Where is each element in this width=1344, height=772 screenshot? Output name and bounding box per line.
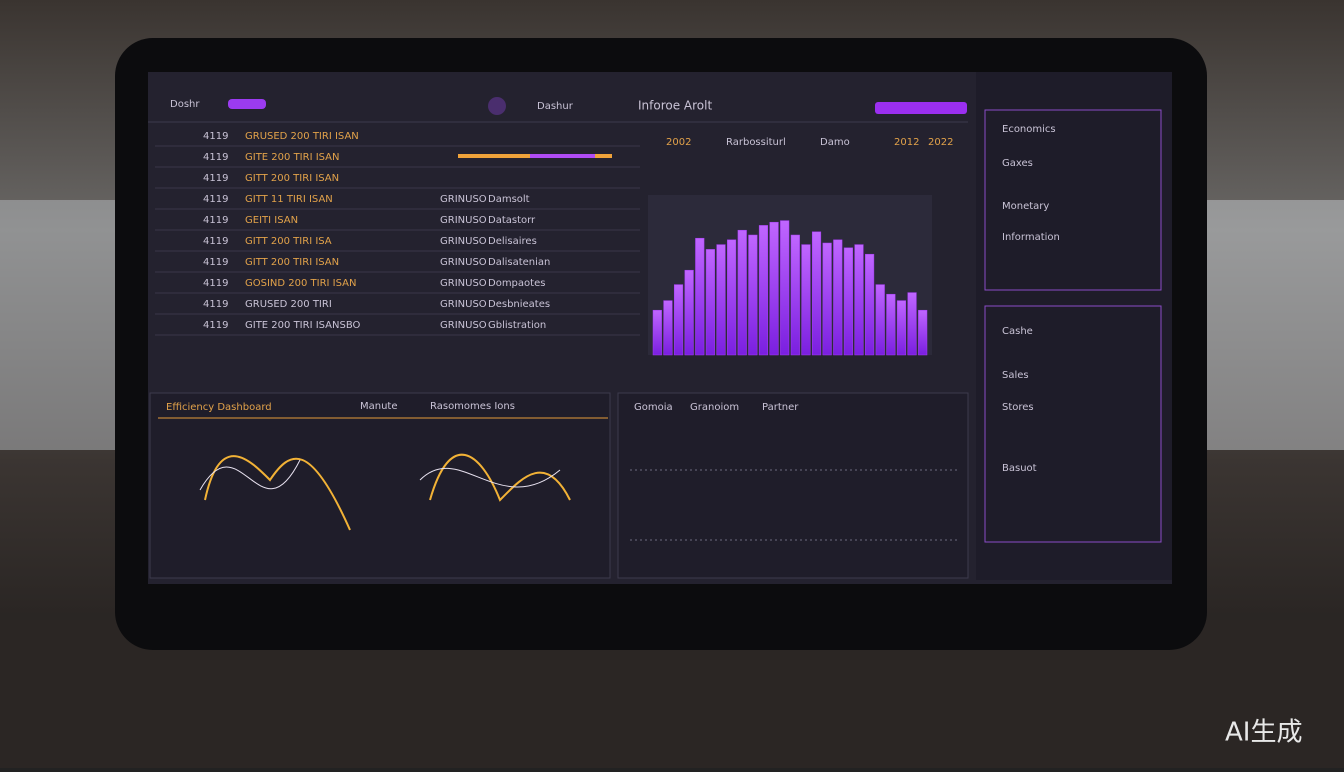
side-card [984,305,1162,543]
bar [822,242,832,356]
spikes [630,469,960,541]
bar [758,225,769,356]
bar [748,234,758,356]
table-cell: GRINUSO [440,215,487,226]
progress-bar [875,102,967,114]
title: Inforoe Arolt [638,99,712,113]
table-cell: Gblistration [488,320,546,331]
watermark: AI生成 [1225,718,1302,748]
title: Doshr [170,99,200,110]
stat: Rarbossiturl [726,137,786,148]
stat: 2002 [666,137,691,148]
table-cell: 4119 [203,257,228,268]
tab: Granoiom [690,402,739,413]
icon[interactable] [488,97,506,115]
bar [865,253,875,356]
table-cell: GOSIND 200 TIRI ISAN [245,278,356,289]
table-cell: GRINUSO [440,278,487,289]
table-cell: Dalisatenian [488,257,550,268]
bar [886,293,896,356]
table-cell: 4119 [203,236,228,247]
table-cell: GRINUSO [440,257,487,268]
table-cell: GRINUSO [440,236,487,247]
table-cell: 4119 [203,194,228,205]
side-item: Information [1002,232,1060,243]
table-cell: GEITI ISAN [245,215,298,226]
bar [769,221,779,356]
stat: 2012 [894,137,919,148]
table-cell: GRUSED 200 TIRI ISAN [245,131,359,142]
table-cell: 4119 [203,320,228,331]
bar [896,300,907,356]
wave [199,459,561,491]
side-item: Monetary [1002,201,1049,212]
bar [652,309,662,356]
table-cell: 4119 [203,173,228,184]
tab: Rasomomes Ions [430,401,515,412]
table-cell: Dompaotes [488,278,545,289]
bar [854,244,864,356]
bar [875,284,885,356]
bar [695,237,705,356]
side-item: Basuot [1002,463,1037,474]
stat: Damo [820,137,850,148]
lower-panel [149,392,611,579]
bar [833,239,843,356]
lower-panel [617,392,969,579]
table-cell: GITT 200 TIRI ISA [245,236,332,247]
bar [705,249,715,356]
table-cell: GRINUSO [440,320,487,331]
tab: Gomoia [634,402,673,413]
table-cell: Desbnieates [488,299,550,310]
table-cell: 4119 [203,278,228,289]
bar [684,269,694,356]
table-cell: Datastorr [488,215,536,226]
table-cell: 4119 [203,299,228,310]
side-item: Stores [1002,402,1034,413]
table-cell: GITE 200 TIRI ISAN [245,152,340,163]
bar [907,292,917,356]
table-cell: GITT 200 TIRI ISAN [245,257,339,268]
bar [663,300,673,356]
table-cell: GITT 11 TIRI ISAN [245,194,333,205]
bar [780,220,790,356]
side-item: Cashe [1002,326,1033,337]
panel-title: Partner [762,402,799,413]
texts: Doshr Dashur Inforoe Arolt Efficiency Da… [166,99,1302,748]
side-item: Gaxes [1002,158,1033,169]
tab: Manute [360,401,398,412]
table-cell: Delisaires [488,236,537,247]
side-card [984,109,1162,291]
table-cell: GRINUSO [440,299,487,310]
pill[interactable] [228,99,266,109]
side-panel [976,72,1172,580]
wave [204,453,571,531]
stat: 2022 [928,137,953,148]
bar [716,244,726,356]
window [0,200,115,450]
bar [727,239,737,356]
table-cell: 4119 [203,152,228,163]
window [1205,200,1344,450]
table-cell: GITT 200 TIRI ISAN [245,173,339,184]
side-item: Economics [1002,124,1056,135]
bar [811,231,822,356]
bar [673,284,684,356]
bar [843,247,853,356]
table-cell: 4119 [203,215,228,226]
table-cell: 4119 [203,131,228,142]
title: Dashur [537,101,574,112]
table-cell: GRUSED 200 TIRI [245,299,332,310]
table-cell: GRINUSO [440,194,487,205]
table-cell: Damsolt [488,194,530,205]
bar [918,309,928,356]
bar [801,244,811,356]
panel-title: Efficiency Dashboard [166,402,272,413]
side-item: Sales [1002,370,1029,381]
table-cell: GITE 200 TIRI ISANSBO [245,320,361,331]
bar [790,234,800,356]
bar [737,229,747,356]
